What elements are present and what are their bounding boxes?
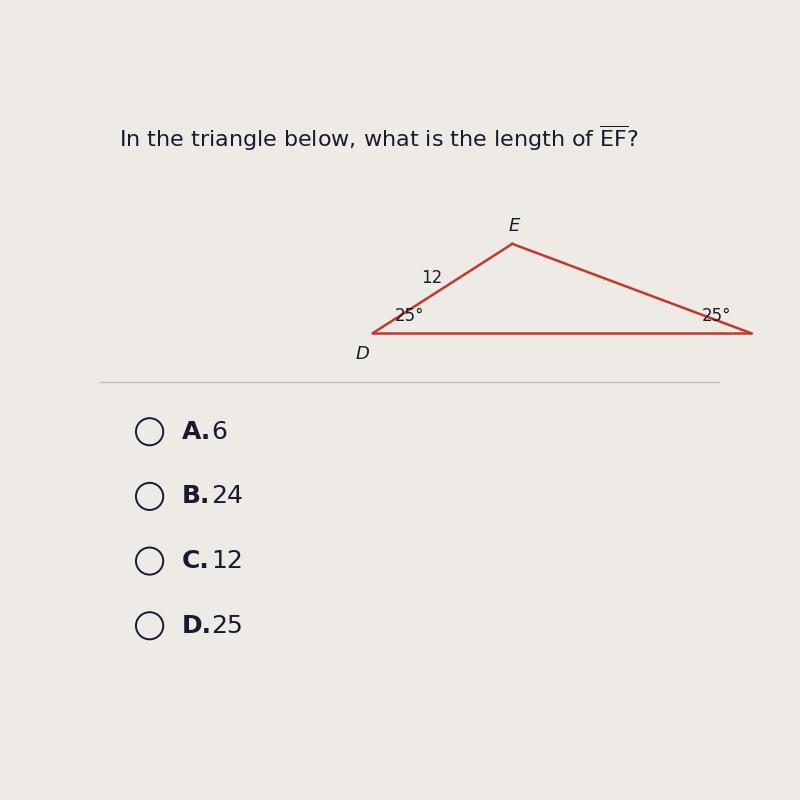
- Text: D: D: [355, 346, 369, 363]
- Text: 6: 6: [211, 420, 227, 444]
- Text: 25°: 25°: [702, 307, 731, 325]
- Text: C.: C.: [182, 549, 210, 573]
- Text: 25°: 25°: [394, 307, 424, 325]
- Text: D.: D.: [182, 614, 212, 638]
- Text: 25: 25: [211, 614, 243, 638]
- Text: E: E: [509, 217, 520, 234]
- Text: A.: A.: [182, 420, 211, 444]
- Text: 12: 12: [421, 269, 442, 286]
- Text: 12: 12: [211, 549, 243, 573]
- Text: B.: B.: [182, 484, 210, 509]
- Text: 24: 24: [211, 484, 243, 509]
- Text: In the triangle below, what is the length of $\overline{\mathrm{EF}}$?: In the triangle below, what is the lengt…: [118, 124, 638, 154]
